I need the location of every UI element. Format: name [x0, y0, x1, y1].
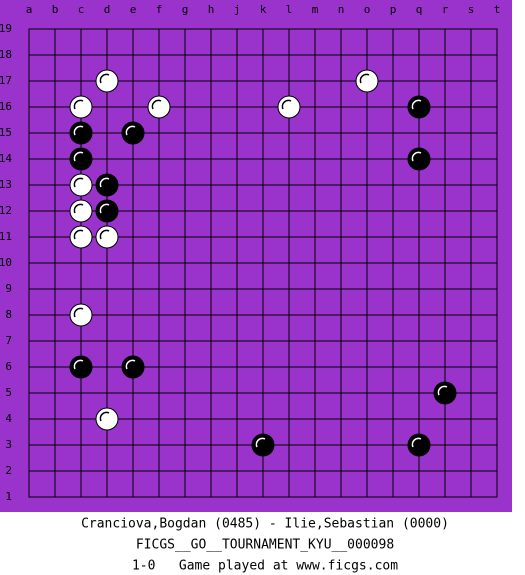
black-stone	[121, 121, 145, 145]
stone-highlight	[99, 229, 110, 240]
column-label: t	[494, 3, 501, 16]
stone-highlight	[73, 99, 84, 110]
stone-highlight	[73, 307, 84, 318]
row-label: 3	[5, 438, 12, 451]
tournament: FICGS__GO__TOURNAMENT_KYU__000098	[136, 538, 394, 553]
row-label: 8	[5, 308, 12, 321]
row-label: 6	[5, 360, 12, 373]
white-stone	[95, 69, 119, 93]
white-stone	[69, 225, 93, 249]
stone-highlight	[73, 203, 84, 214]
white-stone	[95, 225, 119, 249]
white-stone	[69, 95, 93, 119]
players: Cranciova,Bogdan (0485) - Ilie,Sebastian…	[81, 517, 449, 532]
black-stone	[407, 147, 431, 171]
stone-highlight	[411, 151, 422, 162]
labels: a b c d e f g h j k l m n o p q r s t191817161514131211109…	[0, 3, 500, 503]
black-stone	[251, 433, 275, 457]
stone-highlight	[73, 229, 84, 240]
white-stone	[95, 407, 119, 431]
column-label: f	[156, 3, 163, 16]
column-label: h	[208, 3, 215, 16]
column-label: l	[286, 3, 293, 16]
row-label: 16	[0, 100, 12, 113]
stone-highlight	[411, 99, 422, 110]
black-stone	[95, 173, 119, 197]
row-label: 10	[0, 256, 12, 269]
stones	[69, 69, 457, 457]
black-stone	[407, 433, 431, 457]
stone-highlight	[73, 359, 84, 370]
row-label: 12	[0, 204, 12, 217]
column-label: j	[234, 3, 241, 16]
column-label: o	[364, 3, 371, 16]
white-stone	[355, 69, 379, 93]
stone-highlight	[151, 99, 162, 110]
white-stone	[69, 173, 93, 197]
row-label: 5	[5, 386, 12, 399]
row-label: 11	[0, 230, 12, 243]
black-stone	[69, 355, 93, 379]
stone-highlight	[281, 99, 292, 110]
row-label: 7	[5, 334, 12, 347]
row-label: 14	[0, 152, 12, 165]
stone-highlight	[99, 411, 110, 422]
row-label: 18	[0, 48, 12, 61]
board-background	[0, 0, 512, 512]
column-label: g	[182, 3, 189, 16]
column-label: r	[442, 3, 449, 16]
row-label: 9	[5, 282, 12, 295]
column-label: c	[78, 3, 85, 16]
column-label: b	[52, 3, 59, 16]
stone-highlight	[255, 437, 266, 448]
row-label: 4	[5, 412, 12, 425]
stone-highlight	[99, 177, 110, 188]
column-label: s	[468, 3, 475, 16]
stone-highlight	[73, 125, 84, 136]
black-stone	[95, 199, 119, 223]
row-label: 2	[5, 464, 12, 477]
row-label: 19	[0, 22, 12, 35]
white-stone	[69, 303, 93, 327]
white-stone	[147, 95, 171, 119]
column-label: d	[104, 3, 111, 16]
row-label: 13	[0, 178, 12, 191]
stone-highlight	[125, 125, 136, 136]
column-label: e	[130, 3, 137, 16]
black-stone	[121, 355, 145, 379]
black-stone	[407, 95, 431, 119]
row-label: 15	[0, 126, 12, 139]
column-label: n	[338, 3, 345, 16]
row-label: 1	[5, 490, 12, 503]
stone-highlight	[73, 177, 84, 188]
result: 1-0 Game played at www.ficgs.com	[132, 559, 398, 574]
white-stone	[277, 95, 301, 119]
black-stone	[433, 381, 457, 405]
column-label: m	[312, 3, 319, 16]
stone-highlight	[437, 385, 448, 396]
column-label: p	[390, 3, 397, 16]
column-label: a	[26, 3, 33, 16]
stone-highlight	[125, 359, 136, 370]
stone-highlight	[73, 151, 84, 162]
column-label: k	[260, 3, 267, 16]
row-label: 17	[0, 74, 12, 87]
black-stone	[69, 147, 93, 171]
black-stone	[69, 121, 93, 145]
stone-highlight	[99, 203, 110, 214]
white-stone	[69, 199, 93, 223]
column-label: q	[416, 3, 423, 16]
stone-highlight	[411, 437, 422, 448]
stone-highlight	[359, 73, 370, 84]
stone-highlight	[99, 73, 110, 84]
